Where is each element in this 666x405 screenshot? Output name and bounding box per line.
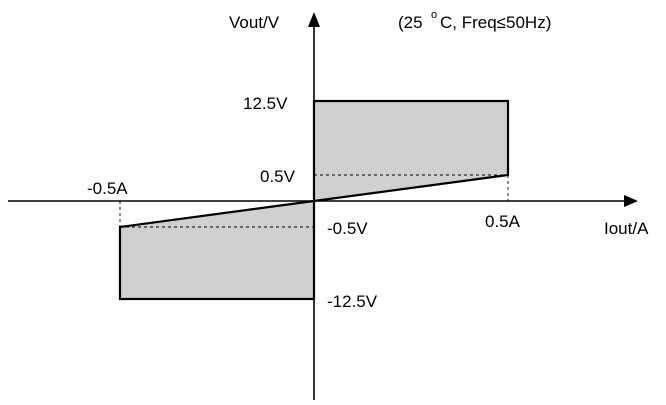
- x-axis-label: Iout/A: [604, 219, 649, 238]
- lower-operating-region: [118, 199, 316, 301]
- x-axis-arrowhead: [624, 195, 638, 207]
- y-axis-label: Vout/V: [229, 13, 280, 32]
- guide-lines: [119, 174, 509, 228]
- tick-label-neg-12.5v: -12.5V: [327, 292, 378, 311]
- tick-label-0.5a: 0.5A: [485, 212, 521, 231]
- y-axis-arrowhead: [308, 12, 320, 27]
- tick-label-neg-0.5v: -0.5V: [327, 219, 368, 238]
- condition-note: (25 o C, Freq≤50Hz): [398, 5, 551, 32]
- tick-label-neg-0.5a: -0.5A: [87, 179, 128, 198]
- tick-label-12.5v: 12.5V: [243, 94, 288, 113]
- upper-operating-region: [312, 99, 510, 203]
- tick-label-0.5v: 0.5V: [260, 167, 296, 186]
